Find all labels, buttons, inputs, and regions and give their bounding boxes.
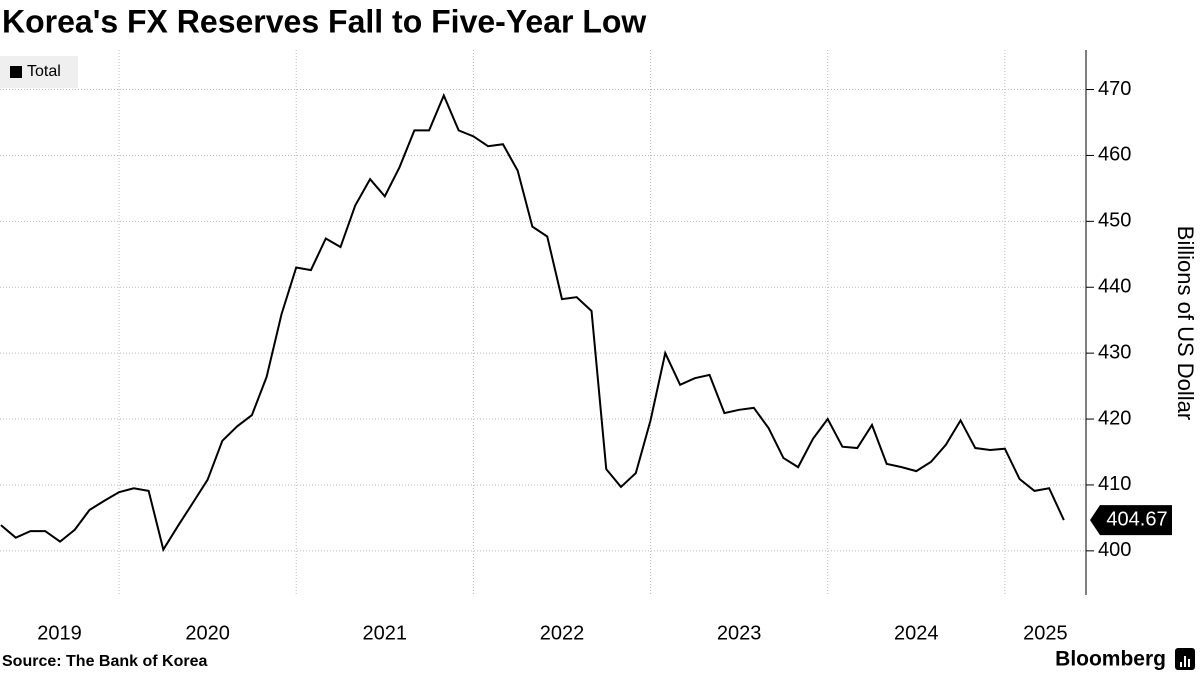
y-tick-label: 450 xyxy=(1098,210,1131,232)
brand: Bloomberg xyxy=(1055,648,1166,671)
x-tick-label: 2020 xyxy=(185,622,230,644)
y-tick-label: 410 xyxy=(1098,473,1131,495)
chart-title: Korea's FX Reserves Fall to Five-Year Lo… xyxy=(2,3,646,39)
y-tick-label: 470 xyxy=(1098,78,1131,100)
x-tick-label: 2019 xyxy=(37,622,82,644)
x-tick-label: 2025 xyxy=(1023,622,1068,644)
last-value-label: 404.67 xyxy=(1106,508,1167,530)
y-tick-label: 420 xyxy=(1098,407,1131,429)
y-tick-label: 430 xyxy=(1098,341,1131,363)
x-tick-label: 2024 xyxy=(894,622,939,644)
y-tick-label: 400 xyxy=(1098,539,1131,561)
x-tick-label: 2023 xyxy=(717,622,762,644)
source: Source: The Bank of Korea xyxy=(2,653,207,670)
y-axis-label: Billions of US Dollar xyxy=(1173,226,1198,420)
legend-swatch xyxy=(10,66,22,78)
y-tick-label: 440 xyxy=(1098,276,1131,298)
x-tick-label: 2022 xyxy=(540,622,585,644)
series-line xyxy=(0,92,1065,553)
last-value-badge xyxy=(1090,505,1172,536)
x-tick-label: 2021 xyxy=(363,622,408,644)
brand-icon xyxy=(1175,648,1195,670)
y-tick-label: 460 xyxy=(1098,144,1131,166)
legend-label: Total xyxy=(27,63,61,80)
